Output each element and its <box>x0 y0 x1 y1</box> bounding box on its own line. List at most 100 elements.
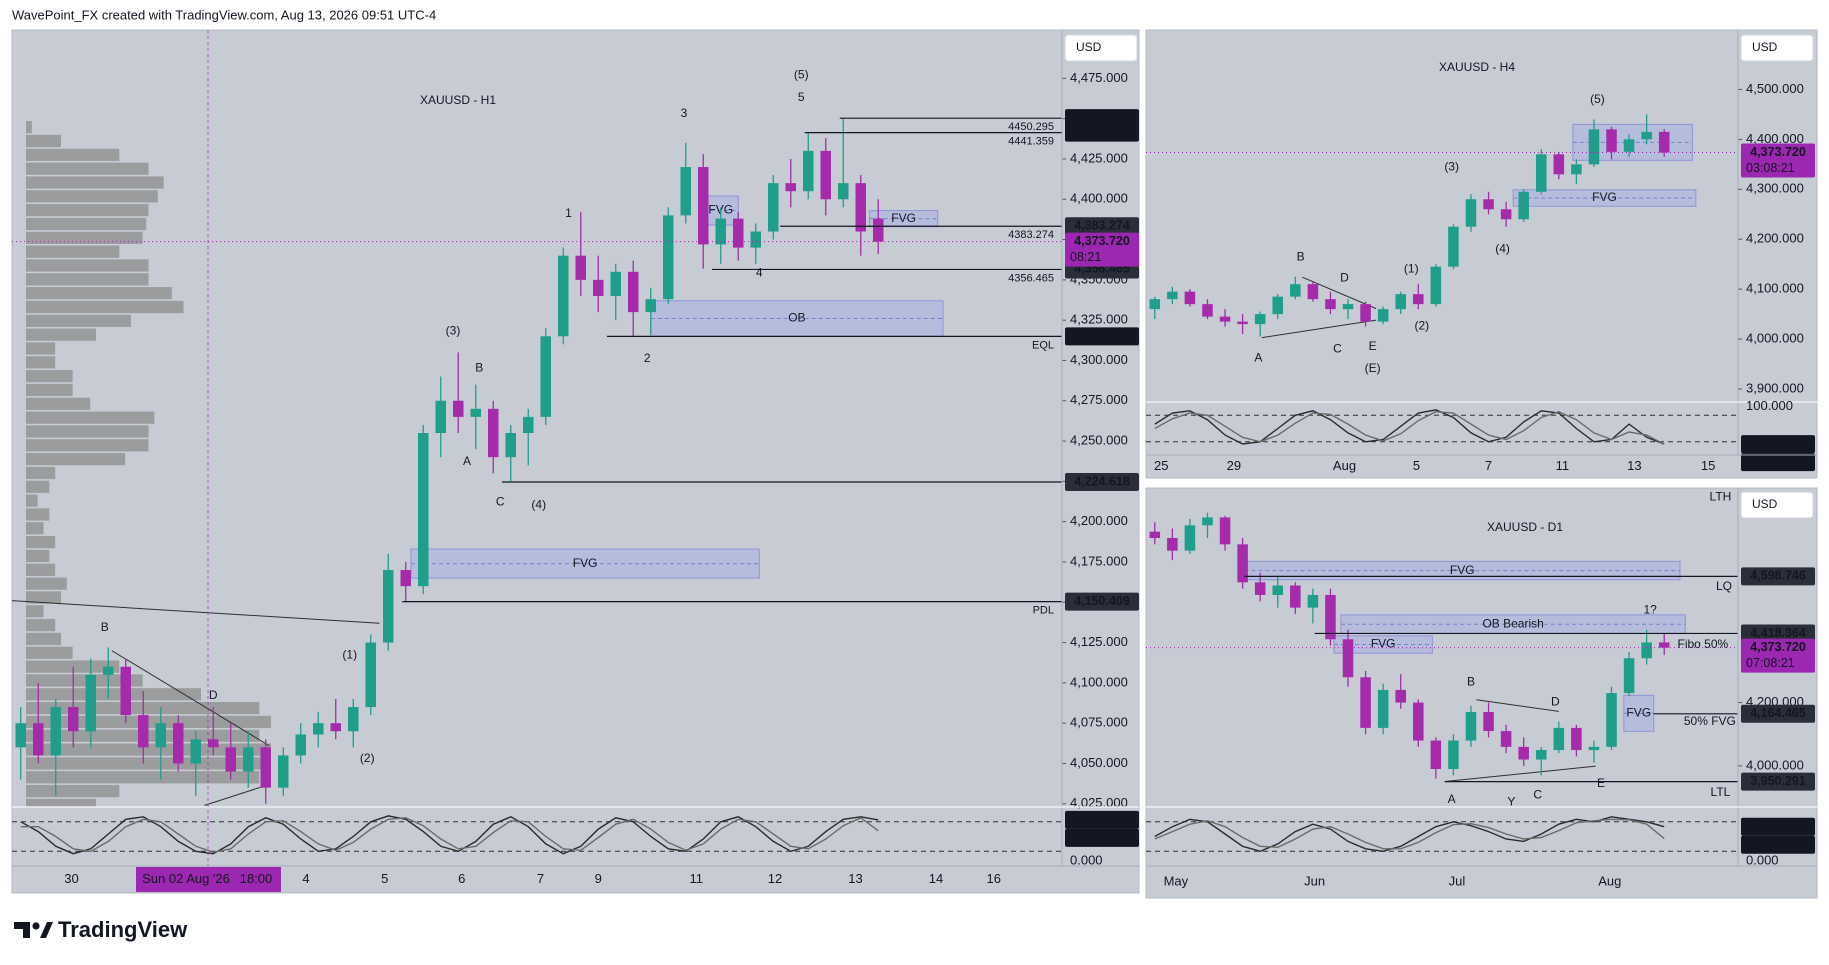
oscillator-value-label-box <box>1741 435 1815 454</box>
oscillator-value-label: 83.738 <box>1083 812 1121 826</box>
y-tick-label: 4,200.000 <box>1070 513 1128 528</box>
crosshair-time: 18:00 <box>240 871 273 886</box>
volume-profile-bar <box>26 591 61 604</box>
level-label-box <box>1065 472 1139 491</box>
y-tick-label: 4,250.000 <box>1070 433 1128 448</box>
candle-body <box>1307 284 1319 300</box>
candle-body <box>1149 531 1161 539</box>
x-tick-label: 15 <box>1701 458 1715 473</box>
annotation: Fibo 50% <box>1678 637 1729 651</box>
level-label-box <box>1741 772 1815 791</box>
zone-label: OB <box>788 311 805 325</box>
oscillator-line <box>1154 818 1665 850</box>
candle-body <box>1149 299 1161 310</box>
volume-profile-bar <box>26 660 120 673</box>
volume-profile-bar <box>26 411 155 424</box>
annotation: A <box>1254 351 1262 365</box>
volume-profile-bar <box>26 563 56 576</box>
annotation: D <box>1551 694 1560 708</box>
annotation: (1) <box>1404 261 1419 275</box>
annotation: (3) <box>446 324 461 338</box>
x-tick-label: 7 <box>537 871 544 886</box>
candle-body <box>1448 740 1459 770</box>
panel-title: XAUUSD - D1 <box>1487 520 1563 534</box>
level-label-box <box>1065 123 1139 142</box>
level-text: 4383.274 <box>1008 229 1054 241</box>
last-price-box <box>1065 232 1139 267</box>
oscillator-line <box>20 815 879 855</box>
x-tick-label: 13 <box>848 871 862 886</box>
candle-body <box>558 255 569 337</box>
annotation: D <box>209 688 218 702</box>
candle-body <box>1623 139 1635 152</box>
x-tick-label: Aug <box>1598 873 1621 888</box>
candle-body <box>470 408 481 417</box>
volume-profile-bar <box>26 383 73 397</box>
oscillator-value-label: 45.649 <box>1759 837 1797 851</box>
candle-body <box>260 747 271 788</box>
candle-body <box>1588 129 1600 165</box>
candle-body <box>855 183 866 232</box>
trendline <box>1446 765 1596 782</box>
candle-body <box>1342 639 1354 678</box>
level-label: 4,598.746 <box>1750 569 1806 583</box>
annotation: LTH <box>1710 489 1732 503</box>
x-tick-label: 11 <box>1556 458 1570 473</box>
candle-body <box>1571 727 1582 751</box>
currency-box <box>1064 34 1138 62</box>
logo-dot <box>32 922 40 930</box>
x-tick-label: 16 <box>987 871 1001 886</box>
candle-body <box>400 570 411 587</box>
x-tick-label: Jun <box>1304 873 1325 888</box>
candle-body <box>1448 226 1459 267</box>
candle-body <box>1658 131 1670 153</box>
x-tick-label: Jul <box>1449 873 1466 888</box>
y-tick-label: 4,000.000 <box>1746 757 1804 772</box>
candle-body <box>540 336 551 417</box>
header-text: WavePoint_FX created with TradingView.co… <box>12 7 436 22</box>
y-tick-label: 3,900.000 <box>1746 380 1804 395</box>
annotation: 3 <box>681 106 688 120</box>
volume-profile-bar <box>26 494 38 507</box>
y-tick-label: 4,325.000 <box>1070 312 1128 327</box>
level-label: 3,950.291 <box>1750 774 1806 788</box>
volume-profile-bar <box>26 356 56 369</box>
candle-body <box>873 218 884 242</box>
trendline <box>1476 699 1559 712</box>
candle-body <box>680 167 691 216</box>
zone-label: FVG <box>1371 637 1396 651</box>
level-label: 4,441.359 <box>1074 125 1130 139</box>
y-tick-label: 4,000.000 <box>1746 331 1804 346</box>
candle-body <box>208 739 219 748</box>
candle-body <box>1465 712 1477 741</box>
logo-shape <box>40 922 53 938</box>
oscillator-value-label-box <box>1741 453 1815 472</box>
candle-body <box>1184 525 1196 551</box>
level-label-box <box>1741 567 1815 586</box>
level-text: 4450.295 <box>1008 121 1054 133</box>
zone-label: FVG <box>1592 190 1617 204</box>
x-tick-label: 6 <box>458 871 465 886</box>
volume-profile-bar <box>26 646 73 659</box>
candle-body <box>593 279 604 296</box>
crosshair-label-box <box>136 867 281 892</box>
plot-area: FVG OB Bearish FVG FVG <box>1149 512 1686 782</box>
candle-body <box>1272 585 1284 595</box>
candle-body <box>523 416 534 434</box>
x-tick-label: 5 <box>381 871 388 886</box>
candle-body <box>1290 284 1301 297</box>
candle-body <box>698 167 709 245</box>
candle-body <box>50 707 61 756</box>
volume-profile-bar <box>26 370 73 383</box>
candle-body <box>785 183 796 192</box>
annotation: 1? <box>1643 602 1657 616</box>
oscillator-line <box>20 816 879 853</box>
candle-body <box>1184 291 1196 305</box>
x-tick-label: Aug <box>1333 458 1356 473</box>
candle-body <box>1500 731 1512 747</box>
x-tick-label: May <box>1164 873 1189 888</box>
level-label-box <box>1065 592 1139 611</box>
volume-profile-bar <box>26 536 56 549</box>
level-label-box <box>1065 327 1139 346</box>
